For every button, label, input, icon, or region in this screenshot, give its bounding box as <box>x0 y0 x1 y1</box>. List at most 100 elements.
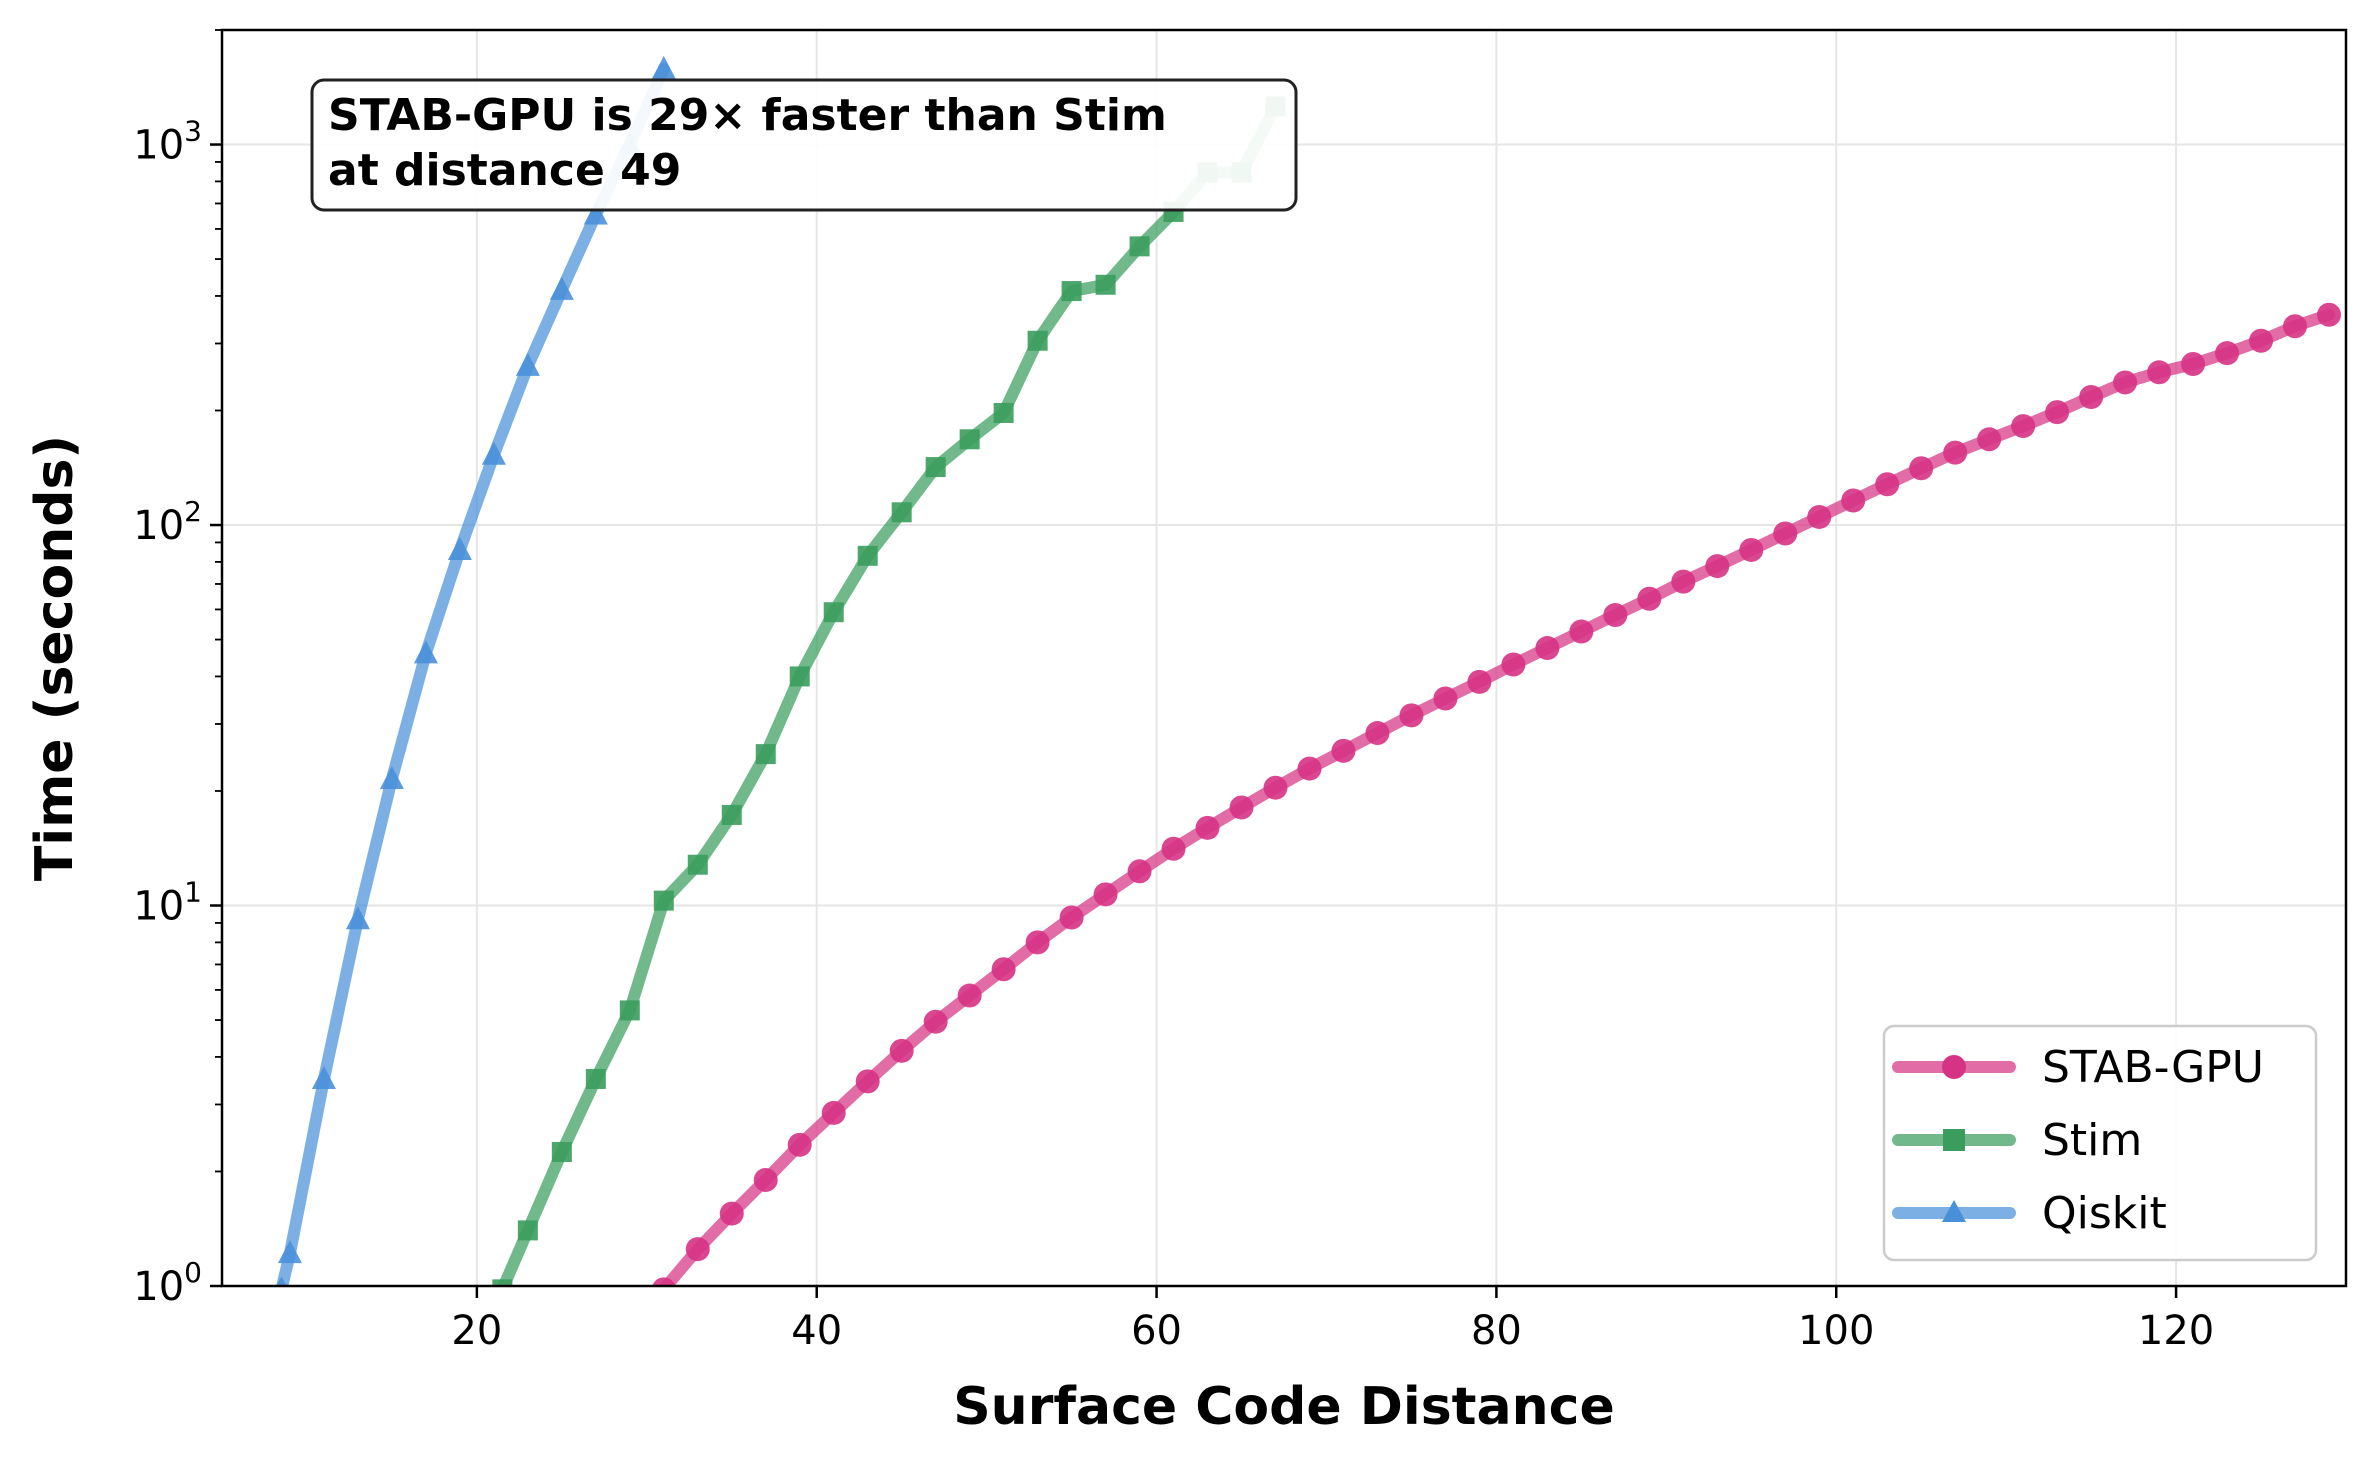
point-qiskit <box>379 766 404 790</box>
annotation-frame <box>310 78 1298 212</box>
point-stab-gpu <box>2113 370 2138 395</box>
point-qiskit <box>413 640 438 664</box>
point-qiskit <box>481 441 506 465</box>
point-stim <box>1061 281 1082 302</box>
legend-marker-stim <box>1943 1129 1965 1151</box>
legend-label-stim: Stim <box>2042 1115 2142 1166</box>
point-stab-gpu <box>787 1132 812 1157</box>
point-stab-gpu <box>2181 351 2206 376</box>
point-stab-gpu <box>753 1167 778 1192</box>
point-stab-gpu <box>1229 795 1254 820</box>
annotation-line-1: STAB-GPU is 29× faster than Stim <box>328 90 1167 141</box>
annotation-box: STAB-GPU is 29× faster than Stim at dist… <box>310 78 1298 212</box>
point-stab-gpu <box>855 1069 880 1094</box>
point-stab-gpu <box>1875 472 1900 497</box>
point-stab-gpu <box>1025 930 1050 955</box>
point-stim <box>755 744 776 765</box>
y-tick-label: 102 <box>133 495 202 549</box>
point-stab-gpu <box>1093 882 1118 907</box>
point-stab-gpu <box>2317 302 2342 327</box>
x-tick-label: 80 <box>1471 1308 1522 1354</box>
point-stab-gpu <box>2079 385 2104 410</box>
point-stim <box>492 1279 513 1286</box>
point-qiskit <box>515 352 540 376</box>
x-tick-label: 100 <box>1798 1308 1874 1354</box>
point-stab-gpu <box>1263 775 1288 800</box>
point-stab-gpu <box>991 957 1016 982</box>
plot-frame <box>220 28 2348 1288</box>
annotation-line-2: at distance 49 <box>328 145 681 196</box>
point-stab-gpu <box>2011 414 2036 439</box>
y-tick-label: 103 <box>133 115 202 169</box>
point-stab-gpu <box>1161 836 1186 861</box>
point-stim <box>551 1141 572 1162</box>
point-stim <box>585 1068 606 1089</box>
point-stab-gpu <box>957 983 982 1008</box>
point-stab-gpu <box>1195 815 1220 840</box>
legend-label-qiskit: Qiskit <box>2042 1188 2167 1239</box>
point-stab-gpu <box>1603 603 1628 628</box>
legend: STAB-GPU Stim Qiskit <box>1882 1024 2318 1262</box>
point-qiskit <box>583 201 608 225</box>
point-stab-gpu <box>1671 569 1696 594</box>
legend-item-qiskit: Qiskit <box>1892 1188 2167 1239</box>
legend-item-stab-gpu: STAB-GPU <box>1892 1042 2264 1093</box>
point-stab-gpu <box>1467 669 1492 694</box>
x-axis-title: Surface Code Distance <box>953 1377 1615 1437</box>
point-stab-gpu <box>1977 427 2002 452</box>
point-stab-gpu <box>2147 360 2172 385</box>
point-stim <box>1129 236 1150 257</box>
point-stim <box>959 429 980 450</box>
point-stab-gpu <box>2283 314 2308 339</box>
point-stab-gpu <box>1773 521 1798 546</box>
point-qiskit <box>345 906 370 930</box>
y-axis-title: Time (seconds) <box>25 435 85 881</box>
legend-marker-qiskit <box>1942 1200 1966 1222</box>
point-stab-gpu <box>1807 504 1832 529</box>
point-stab-gpu <box>685 1237 710 1262</box>
point-stab-gpu <box>1433 686 1458 711</box>
point-stab-gpu <box>2215 341 2240 366</box>
x-tick-label: 40 <box>791 1308 842 1354</box>
point-stab-gpu <box>1127 859 1152 884</box>
point-stab-gpu <box>1569 619 1594 644</box>
x-tick-label: 120 <box>2138 1308 2214 1354</box>
y-axis: 100 101 102 103 <box>133 115 222 1310</box>
point-stab-gpu <box>1399 703 1424 728</box>
point-stab-gpu <box>2249 328 2274 353</box>
point-stab-gpu <box>2045 400 2070 425</box>
point-stab-gpu <box>1739 537 1764 562</box>
point-stim <box>1027 330 1048 351</box>
point-stab-gpu <box>719 1201 744 1226</box>
point-stim <box>653 890 674 911</box>
point-qiskit <box>447 536 472 560</box>
point-stab-gpu <box>821 1100 846 1125</box>
y-tick-label: 100 <box>133 1256 202 1310</box>
point-qiskit <box>651 55 676 79</box>
series-layer <box>276 55 2342 1286</box>
point-stab-gpu <box>1365 721 1390 746</box>
legend-marker-stab-gpu <box>1942 1055 1966 1079</box>
point-qiskit <box>549 276 574 300</box>
point-stim <box>891 502 912 523</box>
x-tick-label: 20 <box>451 1308 502 1354</box>
x-axis: 20 40 60 80 100 120 <box>451 1286 2214 1354</box>
point-stim <box>619 1000 640 1021</box>
legend-label-stab-gpu: STAB-GPU <box>2042 1042 2264 1093</box>
point-stab-gpu <box>923 1009 948 1034</box>
point-stim <box>687 854 708 875</box>
point-stim <box>517 1220 538 1241</box>
point-stim <box>721 804 742 825</box>
point-qiskit <box>276 1276 287 1286</box>
point-stim <box>1095 274 1116 295</box>
point-stab-gpu <box>889 1038 914 1063</box>
x-tick-label: 60 <box>1131 1308 1182 1354</box>
point-stim <box>823 602 844 623</box>
point-stab-gpu <box>1297 756 1322 781</box>
point-stab-gpu <box>1909 456 1934 481</box>
point-stab-gpu <box>1501 652 1526 677</box>
point-stab-gpu <box>1841 488 1866 513</box>
point-stab-gpu <box>1535 636 1560 661</box>
legend-frame <box>1882 1024 2318 1262</box>
